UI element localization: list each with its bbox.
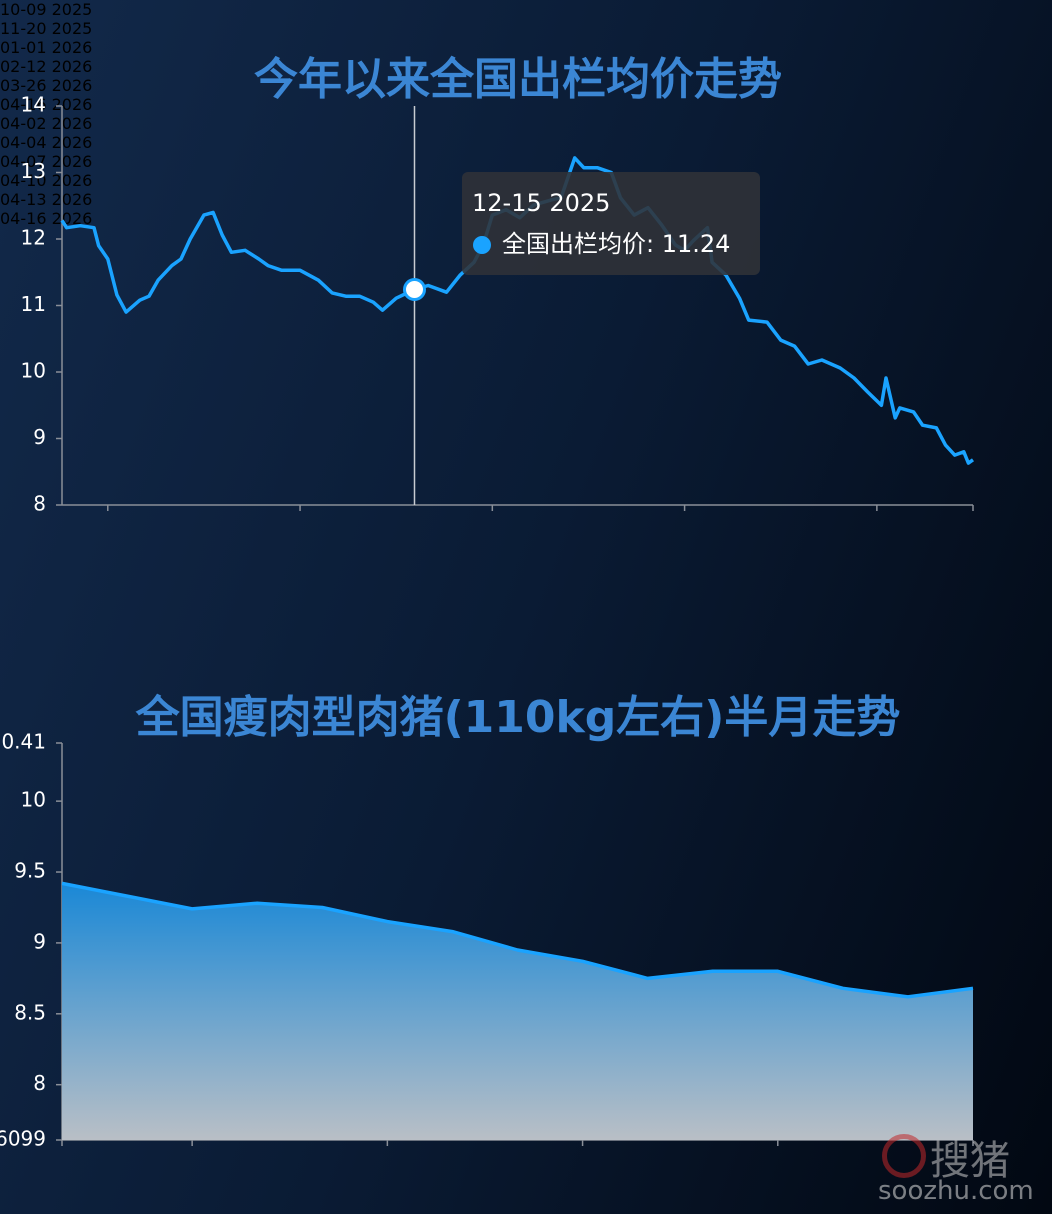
y-tick-label: 8 xyxy=(33,492,46,516)
y-tick-label: 9.5 xyxy=(14,859,46,883)
watermark-logo: 搜猪 xyxy=(930,1138,1010,1184)
y-tick-label: 14 xyxy=(21,93,46,117)
x-tick-label: 11-20 2025 xyxy=(0,19,93,38)
x-tick-label: 04-10 2026 xyxy=(0,171,93,190)
x-tick-label: 04-02 2026 xyxy=(0,114,93,133)
y-tick-label: 10.41 xyxy=(0,730,46,754)
x-tick-label: 03-26 2026 xyxy=(0,76,93,95)
watermark-icon xyxy=(882,1134,926,1178)
tooltip-marker xyxy=(473,236,491,254)
hover-point xyxy=(402,278,426,302)
x-tick-label: 02-12 2026 xyxy=(0,57,93,76)
y-tick-label: 10 xyxy=(21,359,46,383)
y-tick-label: 12 xyxy=(21,226,46,250)
watermark-site: soozhu.com xyxy=(878,1176,1034,1206)
watermark: 搜猪 soozhu.com xyxy=(878,1128,1048,1208)
x-tick-label: 10-09 2025 xyxy=(0,0,93,19)
x-tick-label: 01-01 2026 xyxy=(0,38,93,57)
line xyxy=(61,881,974,999)
y-tick-label: 9 xyxy=(33,425,46,449)
y-tick-label: 10 xyxy=(21,788,46,812)
area xyxy=(62,883,973,1140)
x-tick-label: 04-04 2026 xyxy=(0,133,93,152)
x-tick-label: 04-07 2026 xyxy=(0,152,93,171)
y-tick-label: 7.6099 xyxy=(0,1127,46,1151)
tooltip-box xyxy=(462,172,760,275)
chart-title: 全国瘦肉型肉猪(110kg左右)半月走势 xyxy=(135,692,901,743)
y-tick-label: 8 xyxy=(33,1071,46,1095)
x-tick-label: 04-16 2026 xyxy=(0,209,93,228)
chart-title: 今年以来全国出栏均价走势 xyxy=(254,54,782,105)
x-tick-label: 04-16 2026 xyxy=(0,95,93,114)
tooltip-title: 12-15 2025 xyxy=(472,189,610,217)
y-tick-label: 11 xyxy=(21,292,46,316)
y-tick-label: 9 xyxy=(33,929,46,953)
x-tick-label: 04-13 2026 xyxy=(0,190,93,209)
y-tick-label: 8.5 xyxy=(14,1000,46,1024)
y-tick-label: 13 xyxy=(21,159,46,183)
tooltip-label: 全国出栏均价: 11.24 xyxy=(502,230,730,258)
